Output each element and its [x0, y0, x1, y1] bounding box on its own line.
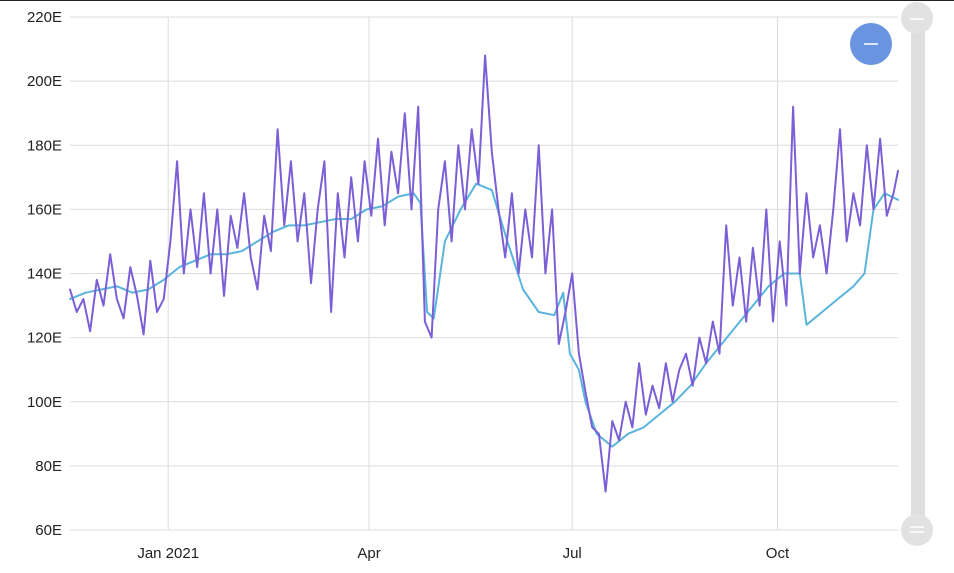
scrollbar-bottom-handle[interactable] [901, 514, 933, 546]
y-tick-label: 100E [27, 394, 62, 411]
series-line-daily [69, 54, 899, 493]
x-tick-label: Oct [766, 545, 790, 562]
scrollbar[interactable] [901, 2, 933, 546]
y-tick-label: 140E [27, 266, 62, 283]
scrollbar-track[interactable] [911, 22, 925, 530]
y-tick-label: 180E [27, 137, 62, 154]
zoom-out-button[interactable] [850, 23, 892, 65]
y-tick-label: 120E [27, 330, 62, 347]
series-group [69, 54, 899, 493]
y-axis-ticks: 60E 80E 100E 120E 140E 160E 180E 200E 220E [27, 9, 62, 539]
y-tick-label: 200E [27, 73, 62, 90]
x-tick-label: Apr [357, 545, 380, 562]
y-tick-label: 80E [35, 458, 62, 475]
y-tick-label: 60E [35, 522, 62, 539]
x-axis-ticks: Jan 2021 Apr Jul Oct [137, 545, 790, 562]
top-border [0, 0, 954, 1]
y-tick-label: 220E [27, 9, 62, 26]
x-tick-label: Jul [563, 545, 582, 562]
scrollbar-top-handle[interactable] [901, 2, 933, 34]
x-tick-label: Jan 2021 [137, 545, 199, 562]
y-tick-label: 160E [27, 201, 62, 218]
